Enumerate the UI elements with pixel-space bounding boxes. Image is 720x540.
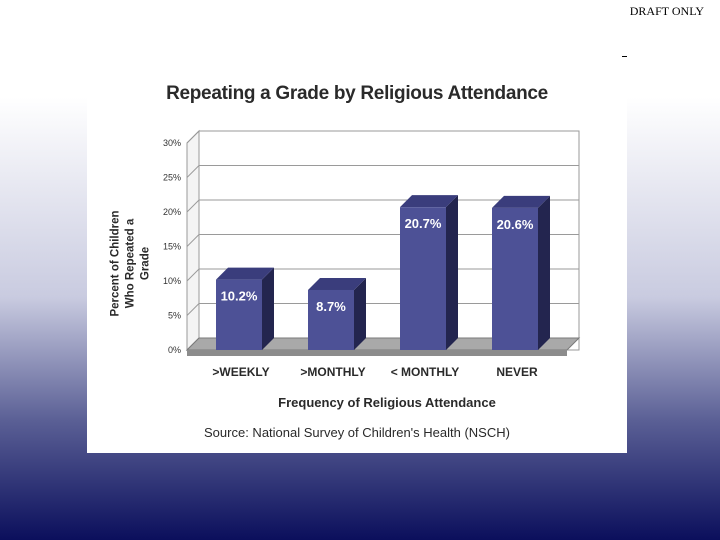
bar-side xyxy=(354,277,366,350)
bar-chart: 0% 5% 10% 15% 20% 25% 30% 10.2% >WEEKLY 8.7% >MONT… xyxy=(163,129,581,379)
y-tick-label: 10% xyxy=(163,276,181,286)
gridline-side xyxy=(186,165,200,178)
x-tick-label: < MONTHLY xyxy=(391,365,460,379)
bar-side xyxy=(538,195,550,350)
y-tick-label: 0% xyxy=(168,345,181,355)
draft-watermark: DRAFT ONLY xyxy=(629,4,704,18)
y-tick-label: 20% xyxy=(163,207,181,217)
bar xyxy=(400,207,446,350)
x-tick-label: >MONTHLY xyxy=(300,365,365,379)
gridline-side xyxy=(186,130,200,144)
bar xyxy=(492,207,538,350)
bar-top xyxy=(308,277,366,290)
bar-side xyxy=(446,195,458,350)
chart-container: 0% 5% 10% 15% 20% 25% 30% 10.2% >WEEKLY 8.7% >MONT… xyxy=(87,65,627,453)
gridline-side xyxy=(186,268,200,282)
y-axis-label: Percent of Children Who Repeated a Grade xyxy=(109,204,154,324)
y-axis-label-line1: Percent of Children xyxy=(109,210,122,317)
x-axis-label: Frequency of Religious Attendance xyxy=(278,395,496,410)
gridline-side xyxy=(186,234,200,247)
bar xyxy=(308,289,354,350)
y-tick-label: 25% xyxy=(163,173,181,183)
x-tick-label: NEVER xyxy=(496,365,538,379)
bar xyxy=(216,279,262,350)
data-label: 20.7% xyxy=(405,216,442,231)
y-tick-label: 15% xyxy=(163,242,181,252)
y-tick-label: 30% xyxy=(163,138,181,148)
y-axis-label-line2: Who Repeated a Grade xyxy=(124,218,152,309)
gridline-side xyxy=(186,199,200,213)
data-label: 20.6% xyxy=(497,217,534,232)
bar-top xyxy=(216,267,274,280)
bar-top xyxy=(492,195,550,208)
bar-top xyxy=(400,195,458,208)
plot-floor-edge xyxy=(187,350,567,356)
data-label: 8.7% xyxy=(316,299,346,314)
divider-mark xyxy=(622,56,627,57)
data-label: 10.2% xyxy=(221,289,258,304)
chart-title: Repeating a Grade by Religious Attendanc… xyxy=(166,83,548,104)
y-tick-label: 5% xyxy=(168,311,181,321)
gridline-side xyxy=(186,303,200,316)
x-tick-label: >WEEKLY xyxy=(212,365,269,379)
bar-side xyxy=(262,267,274,350)
chart-source: Source: National Survey of Children's He… xyxy=(204,425,510,440)
